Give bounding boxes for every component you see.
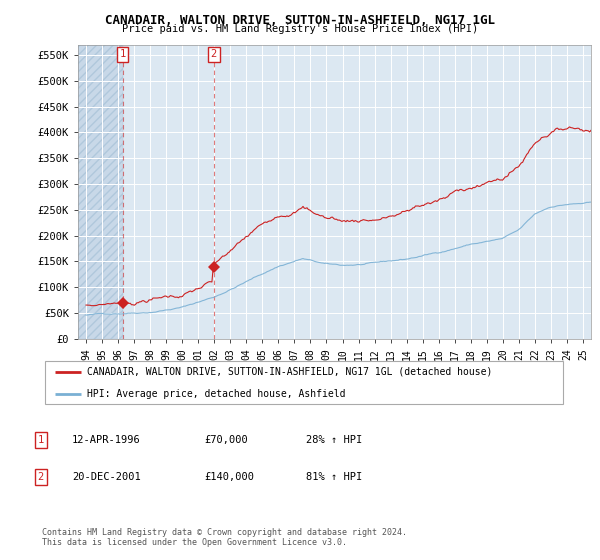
Text: 1: 1 (119, 49, 125, 59)
Text: CANADAIR, WALTON DRIVE, SUTTON-IN-ASHFIELD, NG17 1GL (detached house): CANADAIR, WALTON DRIVE, SUTTON-IN-ASHFIE… (86, 367, 492, 377)
Text: 28% ↑ HPI: 28% ↑ HPI (306, 435, 362, 445)
Bar (78, 45, 122, 339)
FancyBboxPatch shape (44, 361, 563, 404)
Text: 2: 2 (211, 49, 217, 59)
Text: HPI: Average price, detached house, Ashfield: HPI: Average price, detached house, Ashf… (86, 389, 345, 399)
Text: 20-DEC-2001: 20-DEC-2001 (72, 472, 141, 482)
Text: 1: 1 (38, 435, 44, 445)
Text: CANADAIR, WALTON DRIVE, SUTTON-IN-ASHFIELD, NG17 1GL: CANADAIR, WALTON DRIVE, SUTTON-IN-ASHFIE… (105, 14, 495, 27)
Text: £140,000: £140,000 (204, 472, 254, 482)
Text: Contains HM Land Registry data © Crown copyright and database right 2024.
This d: Contains HM Land Registry data © Crown c… (42, 528, 407, 547)
Text: 12-APR-1996: 12-APR-1996 (72, 435, 141, 445)
Text: Price paid vs. HM Land Registry's House Price Index (HPI): Price paid vs. HM Land Registry's House … (122, 24, 478, 34)
Text: 81% ↑ HPI: 81% ↑ HPI (306, 472, 362, 482)
Text: 2: 2 (38, 472, 44, 482)
Text: £70,000: £70,000 (204, 435, 248, 445)
